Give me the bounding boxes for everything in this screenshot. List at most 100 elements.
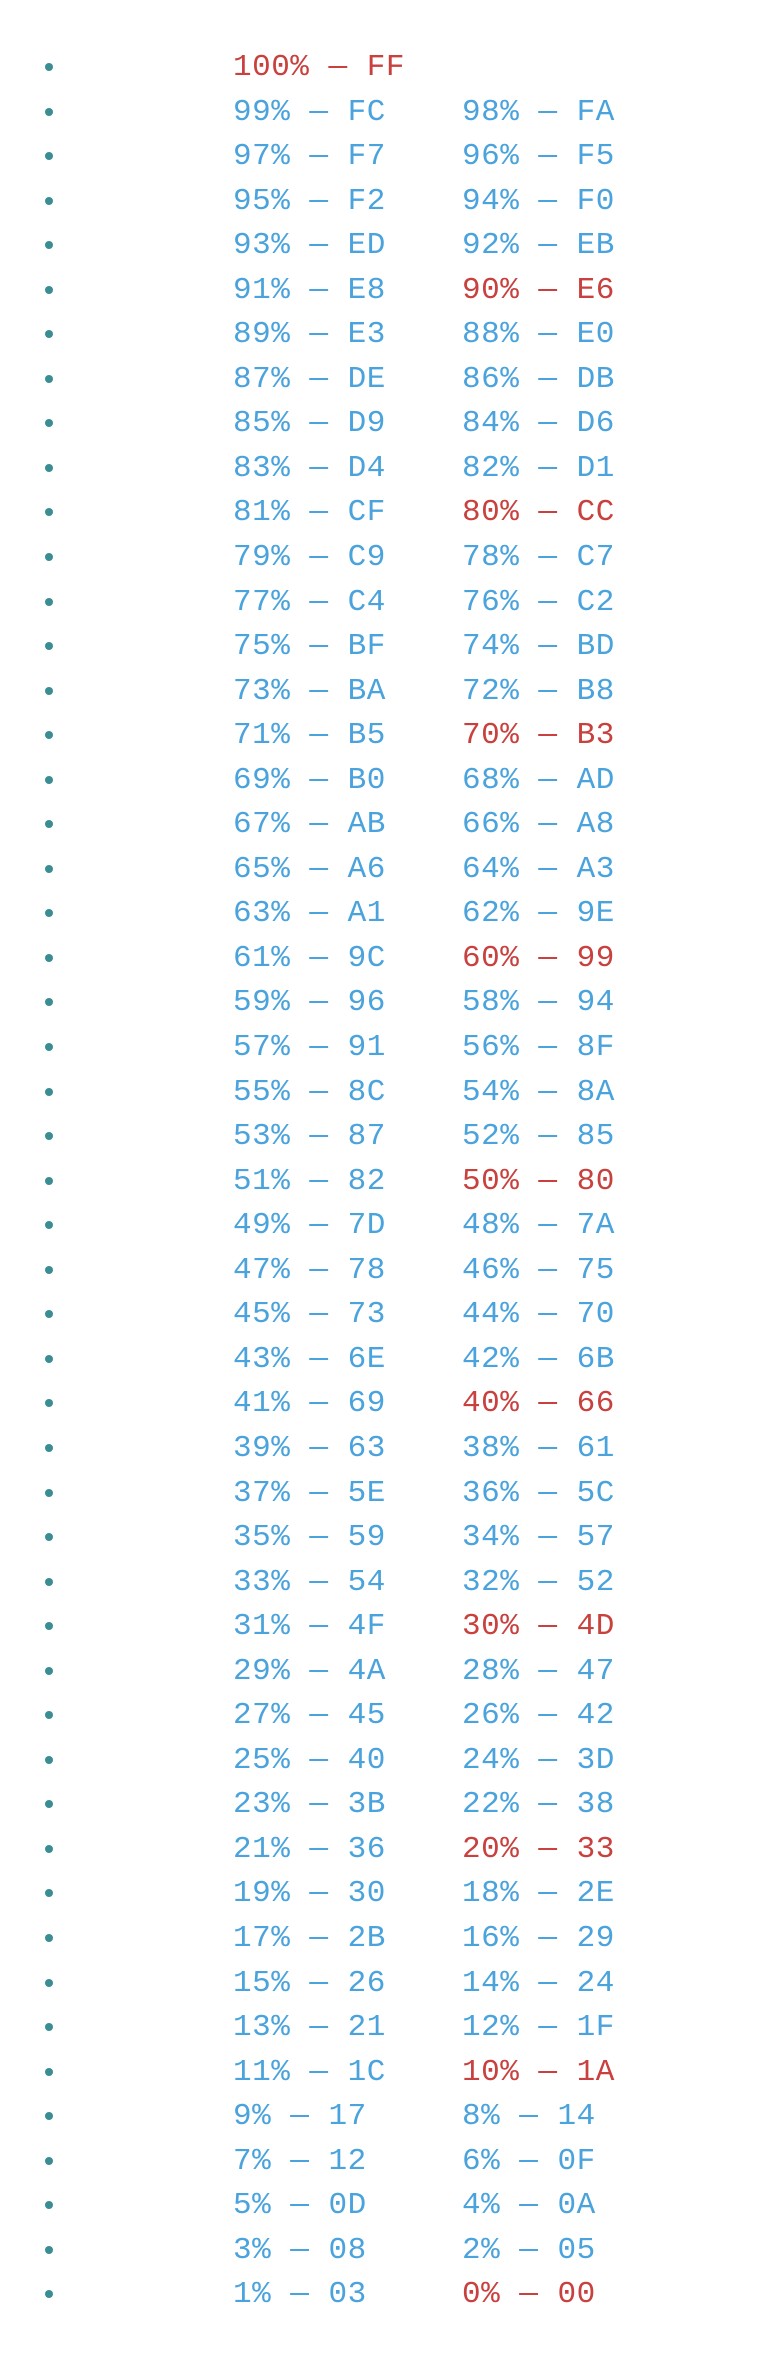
- bullet-icon: [45, 241, 53, 250]
- list-item: 83% — D4 82% — D1: [0, 447, 772, 492]
- bullet-icon: [45, 731, 53, 740]
- list-item: 87% — DE 86% — DB: [0, 358, 772, 403]
- list-item: 5% — 0D 4% — 0A: [0, 2184, 772, 2229]
- list-item: 51% — 82 50% — 80: [0, 1160, 772, 1205]
- list-item: 31% — 4F 30% — 4D: [0, 1605, 772, 1650]
- opacity-hex-entry: 51% — 82: [233, 1163, 386, 1199]
- opacity-hex-entry: 69% — B0: [233, 762, 386, 798]
- bullet-icon: [45, 1354, 53, 1363]
- opacity-hex-entry: 46% — 75: [462, 1252, 615, 1288]
- opacity-hex-entry: 22% — 38: [462, 1787, 615, 1823]
- opacity-hex-entry: 7% — 12: [233, 2143, 367, 2179]
- bullet-icon: [45, 686, 53, 695]
- opacity-hex-entry: 67% — AB: [233, 807, 386, 843]
- bullet-icon: [45, 2245, 53, 2254]
- opacity-hex-entry: 74% — BD: [462, 629, 615, 665]
- opacity-hex-entry: 84% — D6: [462, 406, 615, 442]
- list-item: 57% — 91 56% — 8F: [0, 1026, 772, 1071]
- opacity-hex-entry: 19% — 30: [233, 1876, 386, 1912]
- opacity-hex-entry: 11% — 1C: [233, 2054, 386, 2090]
- opacity-hex-list: 100% — FF 99% — FC 98% — FA 97% — F7 96% — F…: [0, 46, 772, 2318]
- opacity-hex-entry: 30% — 4D: [462, 1609, 615, 1645]
- bullet-icon: [45, 1132, 53, 1141]
- opacity-hex-entry: 34% — 57: [462, 1520, 615, 1556]
- list-item: 13% — 21 12% — 1F: [0, 2006, 772, 2051]
- opacity-hex-entry: 80% — CC: [462, 495, 615, 531]
- opacity-hex-entry: 86% — DB: [462, 361, 615, 397]
- bullet-icon: [45, 508, 53, 517]
- opacity-hex-entry: 78% — C7: [462, 540, 615, 576]
- list-item: 15% — 26 14% — 24: [0, 1962, 772, 2007]
- bullet-icon: [45, 1265, 53, 1274]
- opacity-hex-entry: 25% — 40: [233, 1742, 386, 1778]
- list-item: 53% — 87 52% — 85: [0, 1115, 772, 1160]
- bullet-icon: [45, 419, 53, 428]
- opacity-hex-entry: 44% — 70: [462, 1297, 615, 1333]
- opacity-hex-entry: 96% — F5: [462, 139, 615, 175]
- opacity-hex-entry: 1% — 03: [233, 2277, 367, 2313]
- opacity-hex-entry: 0% — 00: [462, 2277, 596, 2313]
- opacity-hex-entry: 38% — 61: [462, 1430, 615, 1466]
- opacity-hex-entry: 40% — 66: [462, 1386, 615, 1422]
- list-item: 67% — AB 66% — A8: [0, 803, 772, 848]
- bullet-icon: [45, 285, 53, 294]
- bullet-icon: [45, 998, 53, 1007]
- opacity-hex-entry: 64% — A3: [462, 851, 615, 887]
- opacity-hex-entry: 39% — 63: [233, 1430, 386, 1466]
- list-item: 93% — ED 92% — EB: [0, 224, 772, 269]
- bullet-icon: [45, 1310, 53, 1319]
- opacity-hex-entry: 71% — B5: [233, 718, 386, 754]
- opacity-hex-entry: 2% — 05: [462, 2232, 596, 2268]
- opacity-hex-entry: 75% — BF: [233, 629, 386, 665]
- bullet-icon: [45, 1176, 53, 1185]
- opacity-hex-entry: 50% — 80: [462, 1163, 615, 1199]
- opacity-hex-entry: 77% — C4: [233, 584, 386, 620]
- bullet-icon: [45, 2023, 53, 2032]
- opacity-hex-entry: 70% — B3: [462, 718, 615, 754]
- bullet-icon: [45, 2067, 53, 2076]
- bullet-icon: [45, 463, 53, 472]
- opacity-hex-entry: 6% — 0F: [462, 2143, 596, 2179]
- opacity-hex-entry: 73% — BA: [233, 673, 386, 709]
- opacity-hex-entry: 87% — DE: [233, 361, 386, 397]
- bullet-icon: [45, 1577, 53, 1586]
- opacity-hex-entry: 59% — 96: [233, 985, 386, 1021]
- opacity-hex-entry: 32% — 52: [462, 1564, 615, 1600]
- list-item: 71% — B5 70% — B3: [0, 714, 772, 759]
- opacity-hex-entry: 60% — 99: [462, 940, 615, 976]
- opacity-hex-entry: 10% — 1A: [462, 2054, 615, 2090]
- list-item: 17% — 2B 16% — 29: [0, 1917, 772, 1962]
- opacity-hex-entry: 94% — F0: [462, 183, 615, 219]
- bullet-icon: [45, 1533, 53, 1542]
- bullet-icon: [45, 909, 53, 918]
- bullet-icon: [45, 820, 53, 829]
- list-item: 33% — 54 32% — 52: [0, 1561, 772, 1606]
- list-item: 47% — 78 46% — 75: [0, 1249, 772, 1294]
- opacity-hex-entry: 65% — A6: [233, 851, 386, 887]
- bullet-icon: [45, 642, 53, 651]
- list-item: 69% — B0 68% — AD: [0, 759, 772, 804]
- bullet-icon: [45, 1043, 53, 1052]
- opacity-hex-entry: 42% — 6B: [462, 1341, 615, 1377]
- opacity-hex-entry: 8% — 14: [462, 2099, 596, 2135]
- opacity-hex-entry: 99% — FC: [233, 94, 386, 130]
- bullet-icon: [45, 1488, 53, 1497]
- opacity-hex-entry: 4% — 0A: [462, 2188, 596, 2224]
- opacity-hex-entry: 48% — 7A: [462, 1208, 615, 1244]
- bullet-icon: [45, 597, 53, 606]
- list-item: 41% — 69 40% — 66: [0, 1382, 772, 1427]
- opacity-hex-entry: 100% — FF: [233, 50, 405, 85]
- opacity-hex-entry: 95% — F2: [233, 183, 386, 219]
- list-item: 19% — 30 18% — 2E: [0, 1872, 772, 1917]
- opacity-hex-entry: 55% — 8C: [233, 1074, 386, 1110]
- opacity-hex-entry: 90% — E6: [462, 272, 615, 308]
- bullet-icon: [45, 196, 53, 205]
- opacity-hex-entry: 63% — A1: [233, 896, 386, 932]
- list-item: 77% — C4 76% — C2: [0, 581, 772, 626]
- opacity-hex-entry: 37% — 5E: [233, 1475, 386, 1511]
- opacity-hex-entry: 17% — 2B: [233, 1920, 386, 1956]
- opacity-hex-entry: 91% — E8: [233, 272, 386, 308]
- bullet-icon: [45, 1978, 53, 1987]
- list-item: 23% — 3B 22% — 38: [0, 1783, 772, 1828]
- opacity-hex-entry: 16% — 29: [462, 1920, 615, 1956]
